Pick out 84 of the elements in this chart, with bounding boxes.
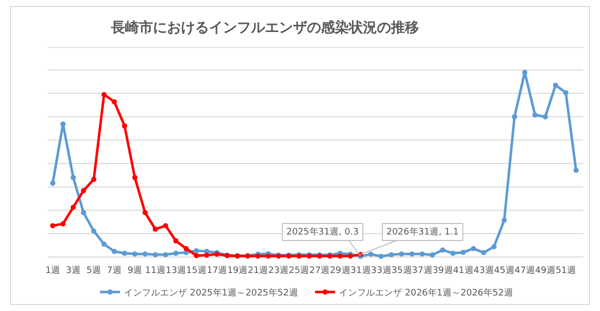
point bbox=[70, 204, 76, 210]
x-tick-label: 19週 bbox=[227, 265, 248, 276]
point bbox=[132, 174, 138, 180]
point bbox=[532, 112, 538, 118]
x-tick-label: 15週 bbox=[186, 265, 207, 276]
point bbox=[122, 250, 128, 256]
x-tick-label: 13週 bbox=[166, 265, 186, 276]
x-tick-label: 5週 bbox=[86, 265, 102, 276]
point bbox=[522, 70, 528, 75]
point bbox=[163, 223, 168, 228]
point bbox=[399, 251, 404, 257]
x-tick-label: 49週 bbox=[535, 265, 556, 276]
legend-label: インフルエンザ 2026年1週～2026年52週 bbox=[339, 288, 513, 298]
x-tick-label: 31週 bbox=[350, 265, 371, 276]
point bbox=[481, 250, 486, 256]
x-tick-label: 27週 bbox=[309, 265, 330, 276]
point bbox=[194, 253, 199, 258]
point bbox=[101, 242, 107, 247]
point bbox=[450, 250, 456, 256]
point bbox=[152, 226, 158, 232]
point bbox=[491, 244, 497, 250]
point bbox=[552, 82, 558, 88]
x-tick-label: 47週 bbox=[514, 265, 535, 276]
x-tick-label: 45週 bbox=[494, 265, 514, 276]
point bbox=[388, 252, 394, 258]
x-tick-label: 21週 bbox=[248, 265, 268, 276]
point bbox=[204, 252, 210, 258]
x-tick-label: 3週 bbox=[66, 265, 81, 276]
chart-title: 長崎市におけるインフルエンザの感染状況の推移 bbox=[110, 19, 419, 36]
x-tick-label: 1週 bbox=[45, 265, 60, 276]
x-tick-label: 23週 bbox=[268, 265, 289, 276]
point bbox=[194, 248, 199, 254]
x-tick-label: 29週 bbox=[330, 265, 350, 276]
point bbox=[460, 250, 466, 255]
point bbox=[142, 210, 148, 216]
x-tick-label: 37週 bbox=[412, 265, 432, 276]
point bbox=[50, 180, 56, 186]
point bbox=[112, 99, 117, 104]
point bbox=[184, 246, 189, 252]
x-tick-label: 17週 bbox=[206, 265, 228, 276]
point bbox=[542, 114, 548, 120]
point bbox=[378, 254, 384, 259]
point bbox=[80, 210, 86, 216]
point bbox=[337, 253, 343, 259]
point bbox=[440, 247, 446, 253]
point bbox=[163, 252, 168, 258]
point bbox=[80, 188, 86, 194]
x-tick-label: 11週 bbox=[145, 265, 166, 276]
point bbox=[142, 251, 148, 257]
x-tick-label: 51週 bbox=[556, 265, 576, 276]
x-tick-label: 43週 bbox=[473, 265, 494, 276]
point bbox=[420, 251, 425, 257]
point bbox=[502, 217, 507, 223]
point bbox=[91, 176, 96, 182]
point bbox=[60, 121, 66, 127]
point bbox=[266, 253, 271, 259]
point bbox=[409, 251, 414, 257]
point bbox=[563, 90, 568, 96]
point bbox=[173, 238, 178, 244]
point bbox=[112, 248, 117, 254]
point bbox=[132, 251, 138, 257]
point bbox=[70, 174, 76, 180]
point bbox=[60, 221, 66, 226]
point bbox=[430, 252, 436, 258]
x-tick-label: 9週 bbox=[127, 265, 142, 276]
point bbox=[91, 228, 96, 234]
point bbox=[152, 252, 158, 258]
point bbox=[573, 168, 579, 173]
point bbox=[512, 114, 518, 120]
point bbox=[368, 252, 374, 257]
legend-label: インフルエンザ 2025年1週～2025年52週 bbox=[124, 288, 298, 298]
x-tick-label: 33週 bbox=[370, 265, 392, 276]
point bbox=[50, 223, 56, 228]
data-label: 2025年31週, 0.3 bbox=[286, 226, 359, 238]
point bbox=[470, 246, 476, 252]
x-tick-label: 7週 bbox=[106, 265, 122, 276]
point bbox=[173, 250, 178, 256]
x-tick-label: 41週 bbox=[452, 265, 474, 276]
x-tick-label: 39週 bbox=[432, 265, 453, 276]
point bbox=[122, 123, 128, 128]
x-tick-label: 35週 bbox=[391, 265, 412, 276]
point bbox=[101, 92, 107, 98]
data-label: 2026年31週, 1.1 bbox=[386, 226, 459, 238]
x-tick-label: 25週 bbox=[288, 265, 310, 276]
